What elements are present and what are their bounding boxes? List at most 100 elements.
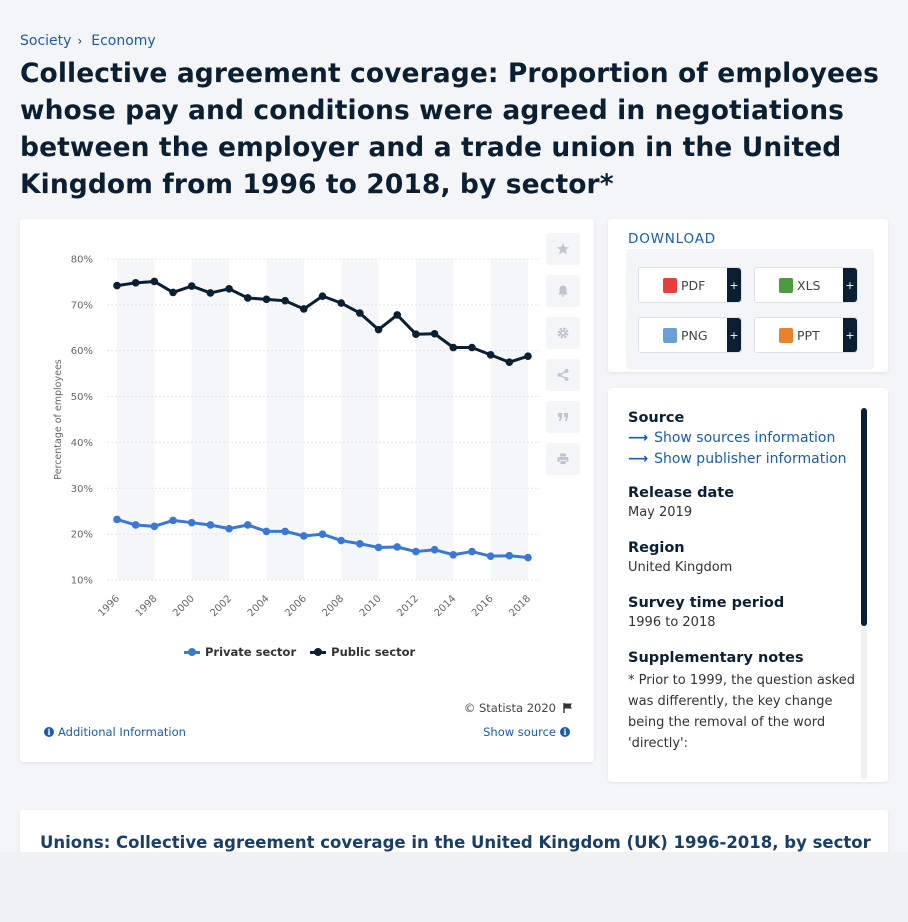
data-point — [225, 524, 233, 533]
region-heading: Region — [628, 540, 685, 556]
survey-period-value: 1996 to 2018 — [628, 615, 716, 630]
notification-button[interactable] — [546, 275, 580, 307]
y-tick-label: 40% — [71, 438, 93, 449]
data-point — [262, 295, 271, 304]
x-tick-label: 2004 — [246, 593, 272, 619]
plot-band — [266, 259, 304, 580]
data-point — [131, 279, 140, 287]
data-point — [486, 351, 495, 359]
page-title: Collective agreement coverage: Proportio… — [20, 58, 880, 200]
quote-icon — [558, 413, 568, 421]
breadcrumb-link-economy[interactable]: Economy — [91, 33, 156, 49]
gear-icon — [557, 327, 569, 339]
y-tick-label: 50% — [71, 392, 93, 403]
data-point — [393, 311, 402, 319]
show-source-label: Show source — [483, 725, 556, 739]
legend-item-public[interactable]: Public sector — [310, 645, 415, 659]
print-icon — [557, 453, 569, 465]
plot-band — [415, 259, 454, 580]
footer-bar — [0, 852, 908, 922]
show-source-link[interactable]: Show source i — [483, 725, 574, 739]
x-tick-label: 2002 — [208, 593, 234, 619]
x-tick-label: 2008 — [321, 593, 347, 619]
data-point — [412, 330, 420, 339]
plus-icon[interactable]: + — [843, 318, 857, 352]
download-title: DOWNLOAD — [628, 231, 716, 247]
breadcrumb-separator: › — [77, 34, 83, 48]
data-point — [374, 543, 383, 552]
favorite-button[interactable] — [546, 233, 580, 265]
download-ppt-button[interactable]: PPT + — [754, 317, 858, 353]
data-point — [281, 296, 289, 305]
additional-information-label: Additional Information — [58, 725, 186, 739]
plus-icon[interactable]: + — [727, 268, 741, 302]
x-tick-label: 2018 — [507, 593, 533, 619]
data-point — [187, 282, 196, 290]
data-point — [393, 543, 402, 551]
info-icon: i — [560, 727, 570, 737]
data-point — [169, 288, 177, 297]
download-xls-button[interactable]: XLS + — [754, 267, 858, 303]
info-icon: i — [44, 727, 54, 737]
data-point — [356, 309, 364, 317]
details-scrollbar[interactable] — [861, 408, 867, 780]
series-line-private — [116, 518, 529, 560]
data-point — [206, 289, 215, 297]
data-point — [262, 527, 271, 536]
data-point — [113, 281, 121, 290]
data-point — [150, 277, 159, 286]
data-point — [505, 551, 514, 560]
data-point — [300, 305, 308, 313]
data-point — [505, 358, 514, 366]
png-file-icon — [663, 328, 677, 343]
cite-button[interactable] — [546, 401, 580, 433]
copyright: © Statista 2020 — [464, 701, 574, 715]
data-point — [449, 550, 458, 559]
data-point — [468, 343, 476, 352]
download-pdf-button[interactable]: PDF + — [638, 267, 742, 303]
data-point — [486, 552, 495, 560]
download-ppt-label: PPT — [797, 328, 820, 343]
data-point — [430, 329, 439, 338]
show-publisher-link[interactable]: ⟶ Show publisher information — [628, 451, 860, 467]
legend-item-private[interactable]: Private sector — [184, 645, 296, 659]
release-date-value: May 2019 — [628, 505, 693, 520]
copyright-text: © Statista 2020 — [463, 701, 556, 715]
data-point — [337, 536, 345, 545]
data-point — [449, 343, 458, 352]
details-scrollbar-thumb[interactable] — [861, 408, 867, 626]
print-button[interactable] — [546, 443, 580, 475]
plus-icon[interactable]: + — [843, 268, 857, 302]
flag-icon[interactable] — [562, 702, 574, 714]
plus-icon[interactable]: + — [727, 318, 741, 352]
additional-information-link[interactable]: i Additional Information — [40, 725, 186, 739]
settings-button[interactable] — [546, 317, 580, 349]
plot-band — [117, 259, 155, 580]
share-button[interactable] — [546, 359, 580, 391]
x-tick-label: 2012 — [395, 593, 421, 619]
supplementary-notes-heading: Supplementary notes — [628, 650, 804, 666]
download-png-label: PNG — [681, 328, 708, 343]
y-tick-label: 70% — [71, 300, 93, 311]
statistic-details-card: Source ⟶ Show sources information ⟶ Show… — [608, 388, 888, 782]
download-pdf-label: PDF — [681, 278, 706, 293]
x-tick-label: 2016 — [470, 593, 496, 619]
data-point — [187, 518, 196, 527]
legend-marker-private — [184, 647, 200, 656]
x-tick-label: 2010 — [358, 593, 384, 619]
data-point — [243, 521, 252, 529]
data-point — [281, 527, 289, 536]
download-png-button[interactable]: PNG + — [638, 317, 742, 353]
data-point — [206, 521, 215, 529]
ppt-file-icon — [779, 328, 793, 343]
related-statistic-title[interactable]: Unions: Collective agreement coverage in… — [40, 833, 871, 852]
pdf-file-icon — [663, 278, 677, 293]
xls-file-icon — [779, 278, 793, 293]
bell-icon — [558, 285, 568, 297]
data-point — [225, 285, 233, 293]
survey-period-heading: Survey time period — [628, 595, 785, 611]
breadcrumb-link-society[interactable]: Society — [20, 33, 72, 49]
y-tick-label: 80% — [71, 255, 93, 266]
region-value: United Kingdom — [628, 560, 733, 575]
show-sources-link[interactable]: ⟶ Show sources information — [628, 430, 860, 446]
